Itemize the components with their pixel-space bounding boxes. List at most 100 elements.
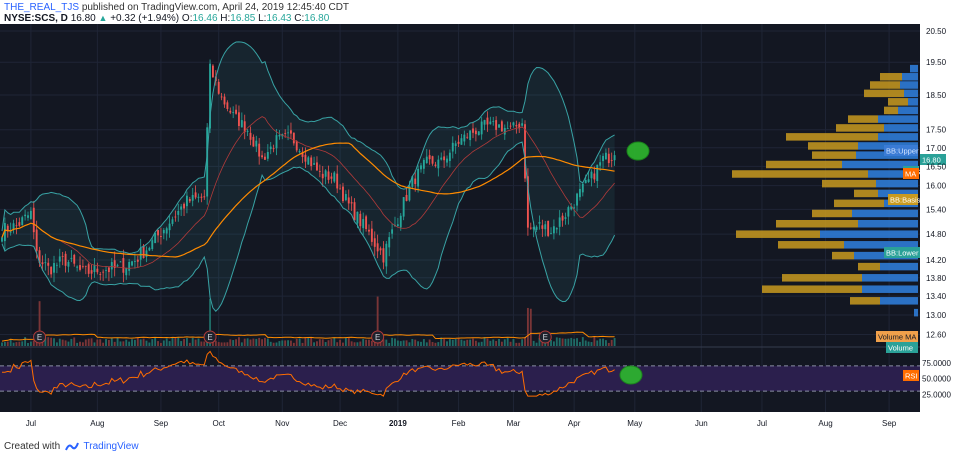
volume-bar: [292, 342, 295, 346]
symbol-label[interactable]: NYSE:SCS, D: [4, 13, 68, 24]
volume-bar: [593, 337, 596, 346]
candle-body: [500, 121, 503, 132]
volume-bar: [353, 342, 356, 346]
volume-bar: [451, 339, 454, 346]
volume-bar: [414, 339, 417, 346]
volume-profile-down-bar: [778, 241, 844, 249]
volume-bar: [434, 342, 437, 346]
candle-body: [480, 121, 483, 135]
volume-bar: [125, 339, 128, 346]
volume-bar: [255, 338, 258, 346]
time-tick-label: Jun: [695, 419, 708, 428]
candle-body: [29, 210, 32, 219]
volume-ma-line: [1, 331, 615, 342]
volume-bar: [27, 342, 29, 346]
candle-body: [96, 268, 99, 273]
bb-lower-label: BB:Lower: [886, 249, 919, 258]
candle-body: [223, 96, 226, 105]
candle-body: [448, 152, 451, 161]
candle-body: [154, 232, 157, 244]
price-axis-background: [920, 24, 960, 436]
bb-basis-label-bg: [888, 194, 918, 205]
last-price-label-bg: [920, 154, 946, 165]
volume-bar: [581, 337, 584, 346]
candle-body: [602, 155, 604, 162]
candle-body: [321, 173, 324, 179]
volume-profile-down-bar: [762, 285, 862, 293]
volume-profile-up-bar: [852, 209, 918, 218]
candle-body: [9, 231, 12, 233]
volume-bar: [463, 340, 466, 346]
volume-label: Volume: [888, 344, 913, 353]
volume-bar: [58, 338, 61, 346]
candle-body: [185, 195, 188, 207]
candle-body: [47, 262, 50, 266]
volume-bar: [500, 341, 503, 346]
candle-body: [275, 135, 278, 149]
candle-body: [526, 176, 529, 228]
candle-body: [12, 223, 15, 230]
volume-profile-up-bar: [878, 189, 918, 198]
highlight-circle-rsi: [619, 365, 643, 385]
candle-body: [177, 210, 180, 215]
volume-bar: [541, 342, 544, 346]
volume-bar: [342, 342, 344, 346]
author-link[interactable]: THE_REAL_TJS: [4, 2, 80, 13]
volume-bar: [264, 337, 266, 346]
volume-bar: [246, 338, 249, 346]
candle-body: [457, 141, 460, 144]
candle-body: [570, 206, 573, 210]
candle-body: [472, 128, 474, 133]
candle-body: [50, 266, 53, 275]
volume-bar: [116, 337, 119, 346]
volume-bar: [177, 337, 180, 346]
candle-body: [139, 247, 142, 260]
candle-body: [399, 215, 402, 228]
candle-body: [411, 176, 414, 187]
candle-body: [316, 162, 318, 171]
volume-bar: [133, 339, 136, 346]
candle-body: [547, 220, 550, 236]
tradingview-link[interactable]: TradingView: [83, 441, 139, 452]
volume-bar: [443, 338, 446, 346]
candle-body: [596, 164, 599, 182]
candle-body: [145, 250, 148, 257]
bollinger-lower-line: [1, 141, 616, 312]
candle-body: [295, 141, 298, 151]
earnings-marker: [33, 330, 47, 344]
candle-body: [408, 186, 411, 201]
candle-body: [249, 132, 252, 140]
volume-bar: [93, 342, 96, 346]
candle-body: [552, 226, 555, 234]
volume-bar: [81, 342, 84, 346]
candle-body: [67, 261, 70, 267]
volume-bar: [18, 341, 21, 346]
volume-profile-down-bar: [848, 115, 878, 123]
rsi-tick-label: 25.0000: [922, 390, 951, 399]
candle-body: [576, 193, 578, 206]
volume-ma-label: Volume MA: [878, 333, 916, 342]
volume-profile-up-bar: [858, 219, 918, 228]
volume-bar: [483, 337, 486, 346]
candle-body: [292, 132, 295, 144]
candle-body: [159, 236, 162, 238]
volume-bar: [529, 308, 532, 346]
candle-body: [61, 256, 64, 257]
candle-body: [255, 140, 258, 147]
volume-bar: [252, 338, 255, 346]
candle-body: [53, 263, 55, 273]
candle-body: [342, 186, 344, 202]
candle-body: [133, 261, 136, 262]
price-tick-label: 13.80: [926, 274, 947, 283]
volume-profile-up-bar: [898, 106, 918, 115]
price-tick-label: 19.50: [926, 58, 947, 67]
volume-bar: [599, 338, 602, 346]
volume-bar: [96, 339, 99, 346]
price-tick-label: 14.20: [926, 256, 947, 265]
volume-bar: [3, 341, 6, 346]
volume-profile-up-bar: [910, 64, 918, 73]
candle-body: [529, 227, 532, 229]
volume-bar: [21, 341, 24, 346]
volume-bar: [613, 338, 616, 346]
